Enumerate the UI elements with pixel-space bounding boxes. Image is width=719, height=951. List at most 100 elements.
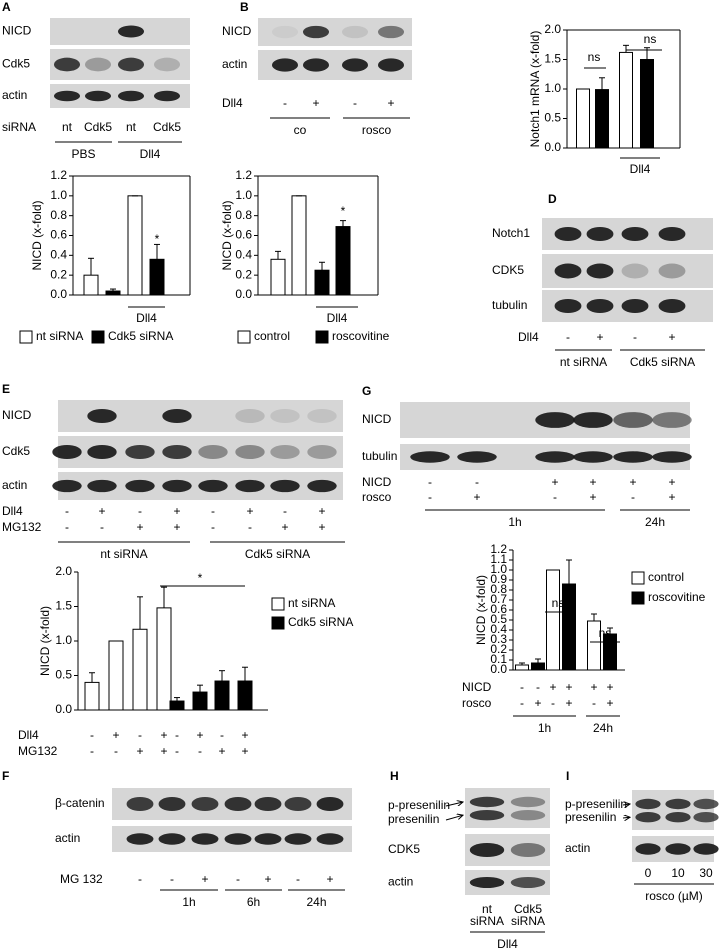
condition-sign: + [606, 696, 613, 710]
blot-band [410, 412, 449, 428]
blot-band [658, 298, 686, 314]
condition-sign: + [549, 680, 556, 694]
condition-sign: + [668, 490, 675, 504]
row-label: NICD [2, 24, 32, 38]
condition-sign: - [236, 872, 240, 886]
blot-band [162, 479, 192, 493]
y-tick-label: 0.5 [490, 612, 507, 626]
group-label: Dll4 [140, 147, 161, 161]
lane-label: nt [126, 120, 137, 134]
condition-label: NICD [362, 475, 392, 489]
bar [270, 258, 286, 296]
band-label: presenilin [565, 810, 616, 824]
panel-letter: F [2, 769, 9, 783]
blot-band [469, 810, 505, 821]
y-tick-label: 1.2 [490, 542, 507, 556]
blot-band [254, 796, 282, 812]
blot-band [469, 796, 505, 808]
y-tick-label: 1.5 [55, 599, 72, 613]
condition-sign: + [173, 520, 180, 534]
blot-band [162, 444, 192, 460]
blot-band [191, 833, 219, 845]
blot-band [162, 408, 192, 424]
condition-label: MG132 [2, 520, 42, 534]
blot-band [554, 226, 582, 242]
row-label: actin [222, 57, 247, 71]
blot-band [341, 25, 369, 39]
blot-band [53, 57, 81, 72]
condition-label: MG 132 [60, 872, 103, 886]
blot-band [586, 263, 614, 279]
blot-band [307, 479, 337, 493]
condition-sign: + [589, 475, 596, 489]
row-label: actin [2, 88, 27, 102]
panel-letter: B [240, 0, 249, 14]
blot-band [125, 409, 154, 423]
blot-band [316, 796, 344, 812]
bar [108, 640, 124, 711]
condition-sign: + [312, 96, 319, 110]
row-label: tubulin [362, 449, 397, 463]
annotation: ns [552, 596, 565, 610]
condition-sign: + [160, 728, 167, 742]
y-tick-label: 0.0 [50, 287, 67, 301]
row-label: actin [2, 478, 27, 492]
panel-letter: G [362, 384, 371, 398]
y-tick-label: 0.2 [490, 642, 507, 656]
condition-sign: + [565, 696, 572, 710]
blot-band [191, 796, 219, 812]
y-tick-label: 1.0 [50, 188, 67, 202]
group-label: 1h [538, 721, 551, 735]
blot-band [284, 796, 312, 812]
blot-band [158, 796, 186, 812]
condition-sign: + [534, 696, 541, 710]
legend-label: roscovitine [332, 329, 390, 343]
row-label: β-catenin [55, 796, 105, 810]
bar [546, 569, 560, 671]
condition-label: MG132 [18, 744, 58, 758]
band-label: presenilin [388, 812, 439, 826]
legend-swatch [91, 330, 105, 344]
bar [562, 583, 576, 671]
lane-label: siRNA [511, 914, 545, 928]
bar [105, 290, 121, 296]
blot-band [271, 58, 299, 72]
panel-letter: H [390, 769, 399, 783]
blot-band [52, 444, 82, 460]
bar [132, 628, 148, 711]
y-tick-label: 0.6 [490, 602, 507, 616]
legend-swatch [271, 616, 285, 630]
condition-label: NICD [462, 680, 492, 694]
lane-label: siRNA [470, 914, 504, 928]
bar [237, 680, 253, 711]
condition-sign: + [590, 680, 597, 694]
blot-band [510, 810, 546, 821]
blot-band [235, 408, 265, 424]
y-tick-label: 1.0 [55, 633, 72, 647]
lane-row-label: siRNA [2, 120, 36, 134]
y-axis-label: NICD (x-fold) [30, 200, 44, 270]
blot-band [535, 451, 575, 463]
blot-band [554, 263, 582, 279]
condition-sign: + [201, 872, 208, 886]
blot-band [469, 842, 505, 858]
arrow [445, 815, 463, 821]
row-label: CDK5 [388, 842, 420, 856]
condition-sign: - [138, 728, 142, 742]
group-label: rosco [362, 123, 392, 137]
row-label: Notch1 [492, 226, 530, 240]
condition-sign: + [565, 680, 572, 694]
blot-band [573, 412, 613, 428]
blot-strip [632, 790, 714, 830]
condition-sign: + [160, 744, 167, 758]
panel-letter: I [566, 769, 569, 783]
blot-band [271, 25, 299, 39]
blot-band [117, 25, 145, 38]
arrow [622, 817, 630, 818]
blot-band [652, 451, 692, 463]
y-tick-label: 0.4 [490, 622, 507, 636]
legend-swatch [19, 330, 33, 344]
legend-label: roscovitine [648, 590, 706, 604]
bar [214, 680, 230, 711]
